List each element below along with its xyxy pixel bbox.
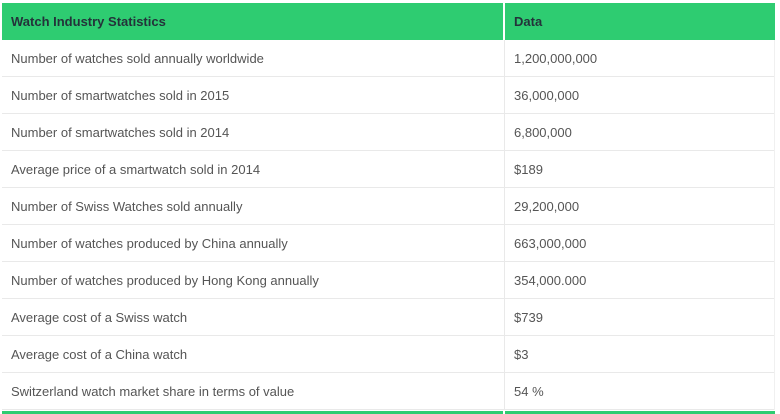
stat-value-cell: 54 % (514, 383, 544, 399)
table-body: Number of watches sold annually worldwid… (2, 40, 775, 410)
table-row: Average cost of a Swiss watch $739 (2, 299, 774, 336)
stat-label-cell: Switzerland watch market share in terms … (2, 373, 505, 409)
stat-label-cell: Number of watches sold annually worldwid… (2, 40, 505, 76)
stat-value-cell: 29,200,000 (514, 198, 580, 214)
table-row: Average cost of a China watch $3 (2, 336, 774, 373)
table-row: Switzerland watch market share in terms … (2, 373, 774, 410)
stat-value-cell: $3 (514, 346, 529, 362)
stat-label-cell: Number of smartwatches sold in 2014 (2, 114, 505, 150)
table-row: Number of watches produced by China annu… (2, 225, 774, 262)
table-row: Average price of a smartwatch sold in 20… (2, 151, 774, 188)
table-row: Number of smartwatches sold in 2014 6,80… (2, 114, 774, 151)
stat-value-cell: 663,000,000 (514, 235, 587, 251)
column-header-data: Data (505, 3, 775, 40)
table-row: Number of smartwatches sold in 2015 36,0… (2, 77, 774, 114)
next-header-left-segment (2, 411, 505, 414)
stat-value-cell: $189 (514, 161, 543, 177)
stat-value-cell: 1,200,000,000 (514, 50, 598, 66)
watch-statistics-table: Watch Industry Statistics Data Number of… (2, 3, 775, 414)
stat-label-cell: Number of watches produced by Hong Kong … (2, 262, 505, 298)
column-header-statistics: Watch Industry Statistics (2, 3, 505, 40)
stat-label-cell: Number of Swiss Watches sold annually (2, 188, 505, 224)
table-header-row: Watch Industry Statistics Data (2, 3, 775, 40)
stat-value-cell: 354,000.000 (514, 272, 587, 288)
table-row: Number of watches sold annually worldwid… (2, 40, 774, 77)
stat-label-cell: Average cost of a Swiss watch (2, 299, 505, 335)
stat-value-cell: 36,000,000 (514, 87, 580, 103)
stat-label-cell: Number of watches produced by China annu… (2, 225, 505, 261)
stat-label-cell: Average price of a smartwatch sold in 20… (2, 151, 505, 187)
stat-value-cell: $739 (514, 309, 543, 325)
table-row: Number of Swiss Watches sold annually 29… (2, 188, 774, 225)
stat-label-cell: Number of smartwatches sold in 2015 (2, 77, 505, 113)
stat-label-cell: Average cost of a China watch (2, 336, 505, 372)
next-table-header-partial (2, 411, 775, 414)
stat-value-cell: 6,800,000 (514, 124, 572, 140)
next-header-right-segment (505, 411, 775, 414)
table-row: Number of watches produced by Hong Kong … (2, 262, 774, 299)
